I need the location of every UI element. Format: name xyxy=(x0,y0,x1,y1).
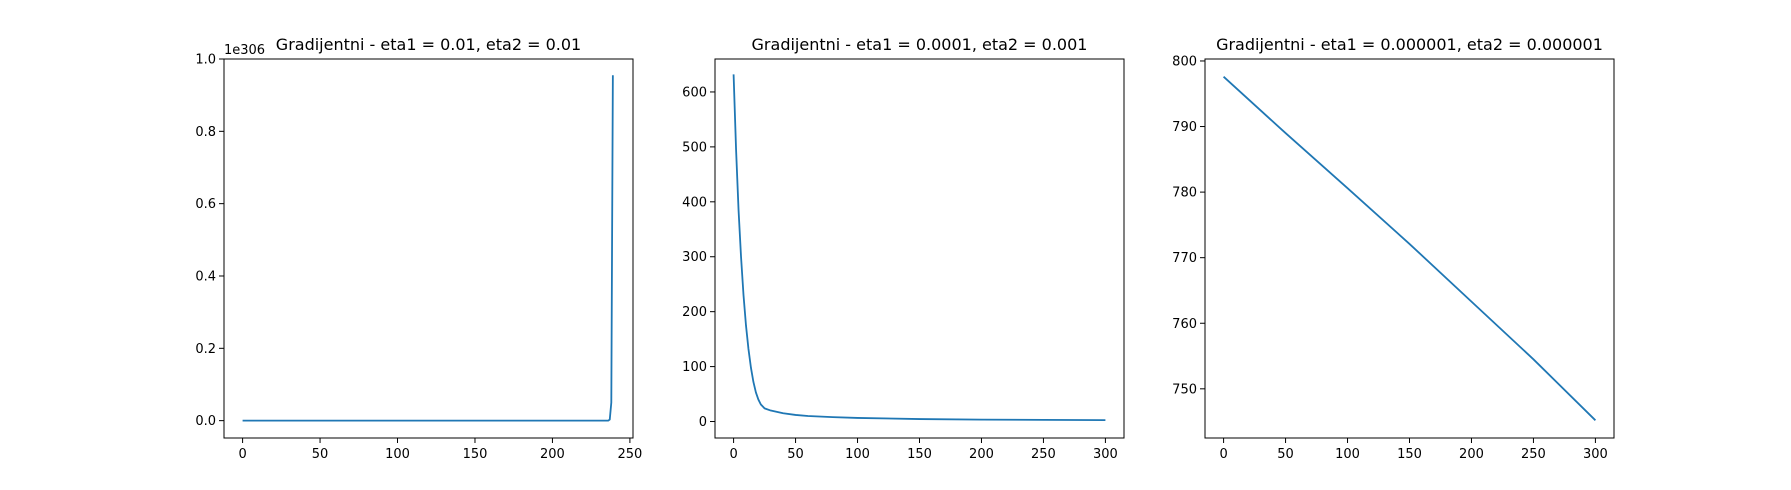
x-tick-label: 300 xyxy=(1093,447,1118,462)
x-tick-label: 50 xyxy=(1277,447,1294,462)
x-tick-label: 0 xyxy=(238,447,246,462)
x-tick-label: 200 xyxy=(1459,447,1484,462)
x-tick-label: 50 xyxy=(787,447,804,462)
y-tick-label: 400 xyxy=(682,195,707,210)
y-tick-label: 100 xyxy=(682,360,707,375)
chart-title: Gradijentni - eta1 = 0.01, eta2 = 0.01 xyxy=(276,35,581,54)
x-tick-label: 100 xyxy=(1335,447,1360,462)
y-tick-label: 750 xyxy=(1172,382,1197,397)
x-tick-label: 150 xyxy=(463,447,488,462)
y-tick-label: 0.0 xyxy=(195,414,216,429)
series-line-1 xyxy=(732,74,1106,422)
x-tick-label: 200 xyxy=(969,447,994,462)
y-tick-label: 300 xyxy=(682,250,707,265)
x-tick-label: 100 xyxy=(385,447,410,462)
y-tick-label: 770 xyxy=(1172,251,1197,266)
y-tick-label: 500 xyxy=(682,140,707,155)
y-offset-text: 1e306 xyxy=(224,43,265,58)
x-tick-label: 250 xyxy=(617,447,642,462)
chart-title: Gradijentni - eta1 = 0.000001, eta2 = 0.… xyxy=(1216,35,1603,54)
y-tick-label: 760 xyxy=(1172,317,1197,332)
x-tick-label: 250 xyxy=(1521,447,1546,462)
chart-title: Gradijentni - eta1 = 0.0001, eta2 = 0.00… xyxy=(752,35,1088,54)
y-tick-label: 0.6 xyxy=(195,197,216,212)
y-tick-label: 780 xyxy=(1172,186,1197,201)
subplot-1: 0 50 100 150 200 250 0.0 0.2 0.4 0.6 0.8 1.0 1e306 Gr… xyxy=(195,35,642,462)
x-tick-label: 150 xyxy=(907,447,932,462)
x-tick-label: 250 xyxy=(1031,447,1056,462)
axes-frame xyxy=(714,58,1125,439)
y-tick-label: 0 xyxy=(699,415,707,430)
y-tick-label: 0.4 xyxy=(195,269,216,284)
x-tick-label: 50 xyxy=(312,447,329,462)
x-tick-label: 200 xyxy=(540,447,565,462)
y-tick-label: 600 xyxy=(682,85,707,100)
y-tick-label: 800 xyxy=(1172,54,1197,69)
y-tick-label: 790 xyxy=(1172,120,1197,135)
y-tick-label: 1.0 xyxy=(195,53,216,68)
subplot-2: 0 50 100 150 200 250 300 0 100 200 300 400 500 600 Gra… xyxy=(682,35,1125,462)
axes-frame xyxy=(223,58,634,439)
x-tick-label: 150 xyxy=(1397,447,1422,462)
y-tick-label: 0.8 xyxy=(195,125,216,140)
x-tick-label: 0 xyxy=(1219,447,1227,462)
subplot-3: 0 50 100 150 200 250 300 750 760 770 780 790 800 Grad… xyxy=(1172,35,1615,462)
x-tick-label: 300 xyxy=(1583,447,1608,462)
y-tick-label: 0.2 xyxy=(195,342,216,357)
x-tick-label: 100 xyxy=(845,447,870,462)
series-line-1 xyxy=(242,75,614,422)
series-line-1 xyxy=(1222,76,1597,421)
y-tick-label: 200 xyxy=(682,305,707,320)
x-tick-label: 0 xyxy=(729,447,737,462)
